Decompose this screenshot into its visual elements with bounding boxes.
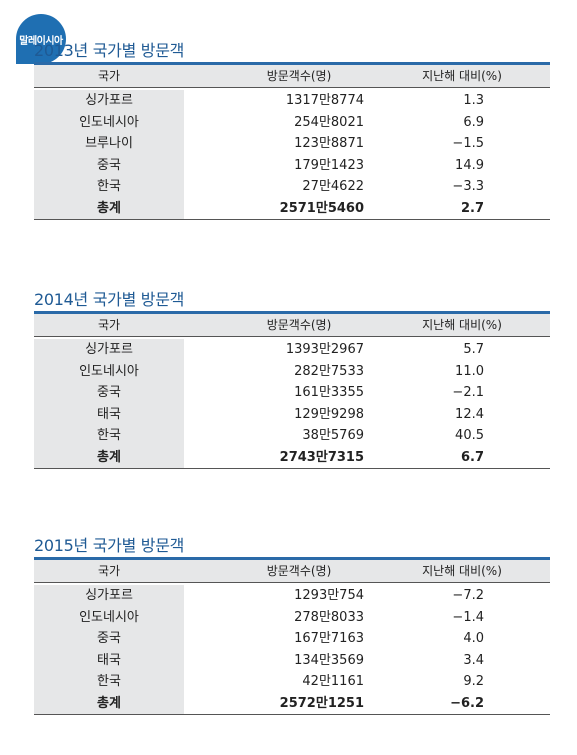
cell-change: 4.0 (463, 631, 484, 646)
cell-change: −2.1 (452, 385, 484, 400)
cell-country: 인도네시아 (34, 606, 184, 628)
cell-visitors: 1317만8774 (285, 93, 364, 108)
cell-change: −1.5 (452, 136, 484, 151)
cell-change: 14.9 (455, 157, 484, 173)
header-change: 지난해 대비(%) (422, 564, 502, 578)
table-row: 싱가포르 1293만754 −7.2 (34, 585, 550, 607)
table-2014: 2014년 국가별 방문객 국가 방문객수(명) 지난해 대비(%) 싱가포르 … (34, 289, 550, 469)
cell-country: 중국 (34, 382, 184, 404)
table-row: 싱가포르 1393만2967 5.7 (34, 339, 550, 361)
cell-visitors: 134만3569 (294, 652, 364, 668)
table-title: 2013년 국가별 방문객 (34, 41, 185, 60)
cell-country: 인도네시아 (34, 111, 184, 133)
cell-visitors: 2572만1251 (279, 695, 364, 711)
table-header: 국가 방문객수(명) 지난해 대비(%) (34, 62, 550, 88)
table-2015: 2015년 국가별 방문객 국가 방문객수(명) 지난해 대비(%) 싱가포르 … (34, 535, 550, 715)
cell-visitors: 282만7533 (294, 363, 364, 379)
header-visitors: 방문객수(명) (266, 564, 332, 578)
table-row: 인도네시아 282만7533 11.0 (34, 360, 550, 382)
cell-country: 한국 (34, 425, 184, 447)
cell-visitors: 161만3355 (294, 385, 364, 400)
cell-country: 브루나이 (34, 133, 184, 155)
cell-change: 6.9 (463, 114, 484, 130)
table-row: 중국 179만1423 14.9 (34, 154, 550, 176)
cell-change: 5.7 (463, 342, 484, 357)
table-row: 중국 161만3355 −2.1 (34, 382, 550, 404)
cell-visitors: 2571만5460 (279, 200, 364, 216)
cell-change: 2.7 (460, 200, 484, 216)
cell-country: 싱가포르 (34, 90, 184, 112)
table-row: 한국 27만4622 −3.3 (34, 176, 550, 198)
header-country: 국가 (97, 564, 121, 578)
cell-country: 태국 (34, 403, 184, 425)
table-row: 한국 42만1161 9.2 (34, 671, 550, 693)
cell-country: 중국 (34, 154, 184, 176)
cell-change: −7.2 (452, 588, 484, 603)
header-change: 지난해 대비(%) (422, 318, 502, 332)
table-header: 국가 방문객수(명) 지난해 대비(%) (34, 557, 550, 583)
header-country: 국가 (97, 69, 121, 83)
table-row: 브루나이 123만8871 −1.5 (34, 133, 550, 155)
header-visitors: 방문객수(명) (266, 318, 332, 332)
cell-visitors: 27만4622 (302, 179, 364, 194)
cell-change: −3.3 (452, 179, 484, 194)
cell-visitors: 2743만7315 (279, 449, 364, 465)
cell-change: 11.0 (455, 363, 484, 379)
cell-change: 12.4 (455, 406, 484, 422)
cell-visitors: 42만1161 (302, 674, 364, 689)
cell-country: 인도네시아 (34, 360, 184, 382)
table-row: 태국 134만3569 3.4 (34, 649, 550, 671)
cell-country: 한국 (34, 176, 184, 198)
cell-country: 태국 (34, 649, 184, 671)
total-row: 총계 2743만7315 6.7 (34, 446, 550, 468)
cell-visitors: 167만7163 (294, 631, 364, 646)
cell-country: 싱가포르 (34, 585, 184, 607)
cell-visitors: 1293만754 (294, 588, 364, 603)
total-row: 총계 2571만5460 2.7 (34, 197, 550, 219)
cell-visitors: 278만8033 (294, 609, 364, 625)
cell-country: 총계 (34, 692, 184, 714)
cell-visitors: 123만8871 (294, 136, 364, 151)
cell-change: 40.5 (455, 428, 484, 443)
cell-visitors: 179만1423 (294, 157, 364, 173)
cell-change: 3.4 (463, 652, 484, 668)
cell-visitors: 1393만2967 (285, 342, 364, 357)
cell-change: −1.4 (452, 609, 484, 625)
table-header: 국가 방문객수(명) 지난해 대비(%) (34, 311, 550, 337)
header-country: 국가 (97, 318, 121, 332)
cell-change: 6.7 (460, 449, 484, 465)
table-row: 인도네시아 278만8033 −1.4 (34, 606, 550, 628)
cell-country: 한국 (34, 671, 184, 693)
cell-country: 총계 (34, 197, 184, 219)
cell-country: 싱가포르 (34, 339, 184, 361)
table-title: 2014년 국가별 방문객 (34, 290, 185, 309)
cell-visitors: 38만5769 (302, 428, 364, 443)
cell-country: 중국 (34, 628, 184, 650)
total-row: 총계 2572만1251 −6.2 (34, 692, 550, 714)
cell-change: 1.3 (463, 93, 484, 108)
table-row: 한국 38만5769 40.5 (34, 425, 550, 447)
table-row: 태국 129만9298 12.4 (34, 403, 550, 425)
header-change: 지난해 대비(%) (422, 69, 502, 83)
region-badge: 말레이시아 (16, 14, 66, 64)
table-2013: 2013년 국가별 방문객 국가 방문객수(명) 지난해 대비(%) 싱가포르 … (34, 40, 550, 220)
table-row: 중국 167만7163 4.0 (34, 628, 550, 650)
cell-visitors: 254만8021 (294, 114, 364, 130)
table-row: 싱가포르 1317만8774 1.3 (34, 90, 550, 112)
cell-change: −6.2 (450, 695, 484, 711)
cell-visitors: 129만9298 (294, 406, 364, 422)
table-title: 2015년 국가별 방문객 (34, 536, 185, 555)
cell-change: 9.2 (463, 674, 484, 689)
table-row: 인도네시아 254만8021 6.9 (34, 111, 550, 133)
header-visitors: 방문객수(명) (266, 69, 332, 83)
cell-country: 총계 (34, 446, 184, 468)
